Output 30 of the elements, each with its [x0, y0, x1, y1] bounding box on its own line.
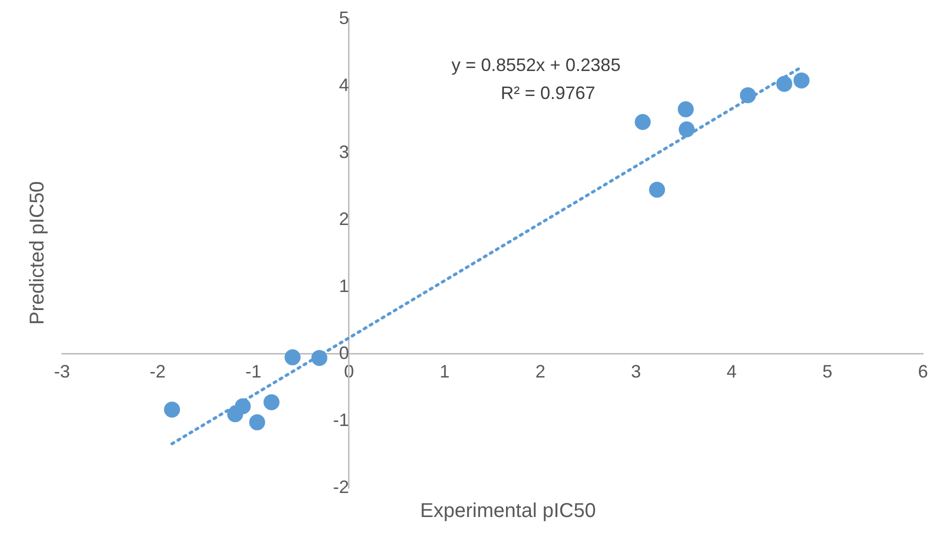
- y-tick-label: 5: [338, 8, 349, 28]
- y-tick-label: 0: [338, 342, 349, 363]
- x-tick-label: 4: [726, 362, 737, 382]
- point: [678, 101, 694, 118]
- x-tick-label: 2: [535, 362, 546, 382]
- annotation: y = 0.8552x + 0.2385: [451, 54, 621, 75]
- y-axis-title: Predicted pIC50: [26, 181, 50, 325]
- x-tick-label: 3: [630, 362, 642, 382]
- x-tick-label: 1: [440, 362, 450, 382]
- point: [794, 72, 810, 88]
- point: [164, 402, 180, 418]
- x-tick-label: -2: [150, 362, 166, 382]
- point: [634, 114, 651, 130]
- y-tick-label: 4: [338, 74, 349, 95]
- x-tick-label: -3: [54, 362, 70, 382]
- point: [249, 414, 266, 430]
- point: [284, 349, 301, 366]
- y-tick-label: -1: [332, 410, 349, 430]
- x-tick-label: 6: [918, 362, 928, 382]
- point: [678, 121, 695, 138]
- y-tick-label: -2: [332, 476, 349, 497]
- y-tick-label: 2: [338, 208, 349, 229]
- x-tick-label: -1: [245, 362, 262, 382]
- point: [649, 182, 666, 198]
- y-tick-label: 1: [338, 276, 349, 296]
- annotation: R² = 0.9767: [500, 82, 596, 103]
- y-tick-label: 3: [338, 142, 349, 162]
- point: [264, 394, 280, 410]
- x-axis-title: Experimental pIC50: [419, 500, 597, 523]
- x-tick-label: 5: [822, 362, 832, 382]
